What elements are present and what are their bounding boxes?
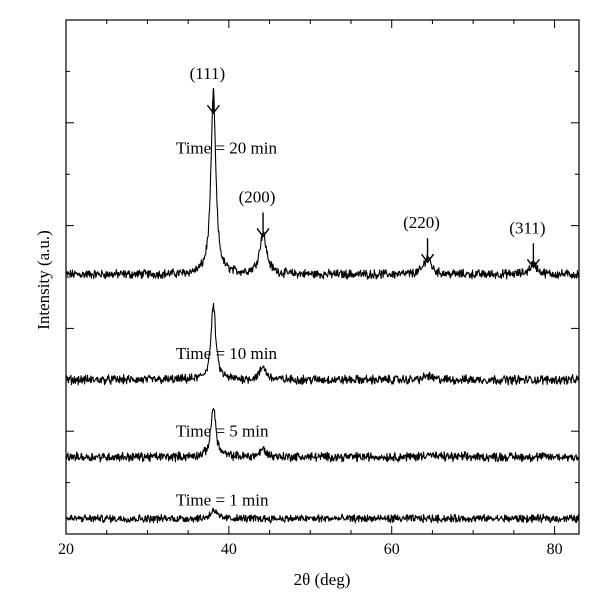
peak-label: (220) bbox=[403, 213, 440, 232]
xrd-traces bbox=[65, 87, 580, 524]
trace-label: Time = 20 min bbox=[176, 139, 278, 158]
peak-label: (200) bbox=[239, 187, 276, 206]
peak-arrow-head bbox=[206, 104, 220, 115]
peak-arrow-head bbox=[256, 228, 270, 238]
peak-label: (111) bbox=[190, 64, 226, 83]
trace-label: Time = 10 min bbox=[176, 344, 278, 363]
trace-time-5-min bbox=[65, 408, 580, 463]
peak-arrow-head bbox=[526, 258, 540, 269]
x-axis-label: 2θ (deg) bbox=[294, 570, 351, 589]
trace-time-10-min bbox=[65, 302, 580, 386]
peak-arrow-head bbox=[420, 253, 435, 264]
trace-time-20-min bbox=[65, 87, 580, 280]
trace-time-1-min bbox=[65, 507, 580, 524]
trace-labels: Time = 20 min Time = 10 min Time = 5 min Ti… bbox=[176, 139, 278, 510]
x-tick-label: 20 bbox=[58, 541, 74, 558]
peak-label: (311) bbox=[509, 218, 545, 237]
trace-label: Time = 1 min bbox=[176, 491, 269, 510]
x-tick-label: 40 bbox=[221, 541, 237, 558]
y-axis-label: Intensity (a.u.) bbox=[34, 230, 53, 330]
x-tick-labels: 20 40 60 80 bbox=[58, 541, 563, 558]
x-tick-label: 60 bbox=[384, 541, 400, 558]
peak-annotations: (111) (200) (220) (311) bbox=[190, 64, 546, 269]
x-tick-label: 80 bbox=[547, 541, 563, 558]
trace-label: Time = 5 min bbox=[176, 421, 269, 440]
